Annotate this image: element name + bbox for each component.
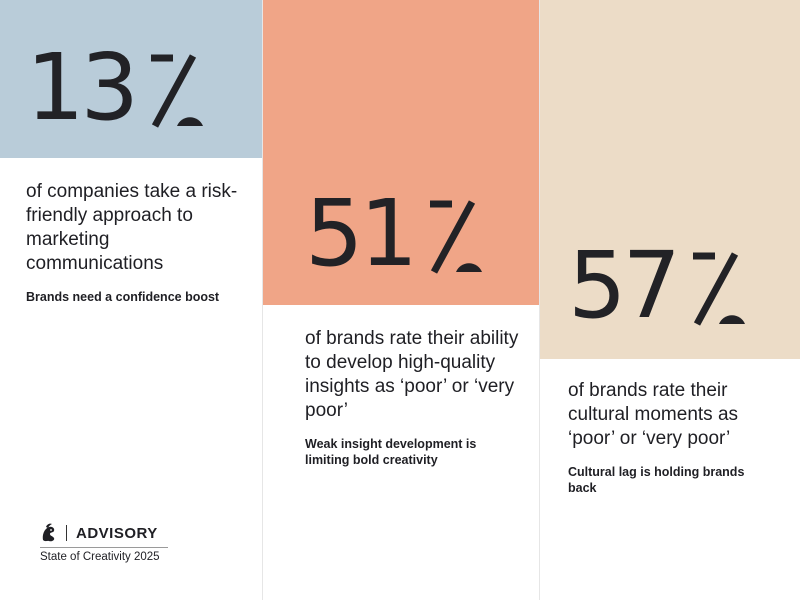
stat-block-sand [540, 0, 800, 359]
stat-description: of companies take a risk-friendly approa… [26, 181, 238, 274]
logo-rule [40, 547, 168, 548]
logo-divider [66, 525, 67, 541]
stat-number: 13 [26, 34, 139, 141]
percent-icon [151, 54, 204, 128]
stat-note: Cultural lag is holding brands back [568, 465, 745, 495]
stat-note: Brands need a confidence boost [26, 290, 220, 304]
logo-wordmark: ADVISORY [76, 524, 158, 542]
stat-description: of brands rate their cultural moments as… [568, 380, 739, 449]
stat-value: 13 [26, 34, 204, 141]
percent-icon [693, 252, 746, 326]
stat-number: 57 [568, 232, 681, 339]
stat-column-3: 57 of brands rate their cultural moments… [539, 0, 800, 600]
stat-note: Weak insight development is limiting bol… [305, 437, 477, 467]
stat-number: 51 [305, 180, 418, 287]
lion-icon [42, 523, 55, 542]
stat-value: 51 [305, 180, 483, 287]
stat-column-2: 51 of brands rate their ability to devel… [262, 0, 539, 600]
percent-icon [430, 200, 483, 274]
stat-block-blue [0, 0, 262, 158]
stat-description: of brands rate their ability to develop … [305, 328, 519, 421]
logo-subtitle: State of Creativity 2025 [40, 551, 160, 563]
stat-block-salmon [263, 0, 539, 305]
advisory-logo: ADVISORY State of Creativity 2025 [40, 522, 180, 563]
stat-value: 57 [568, 232, 746, 339]
stat-column-1: 13 of companies take a risk-friendly app… [0, 0, 262, 600]
